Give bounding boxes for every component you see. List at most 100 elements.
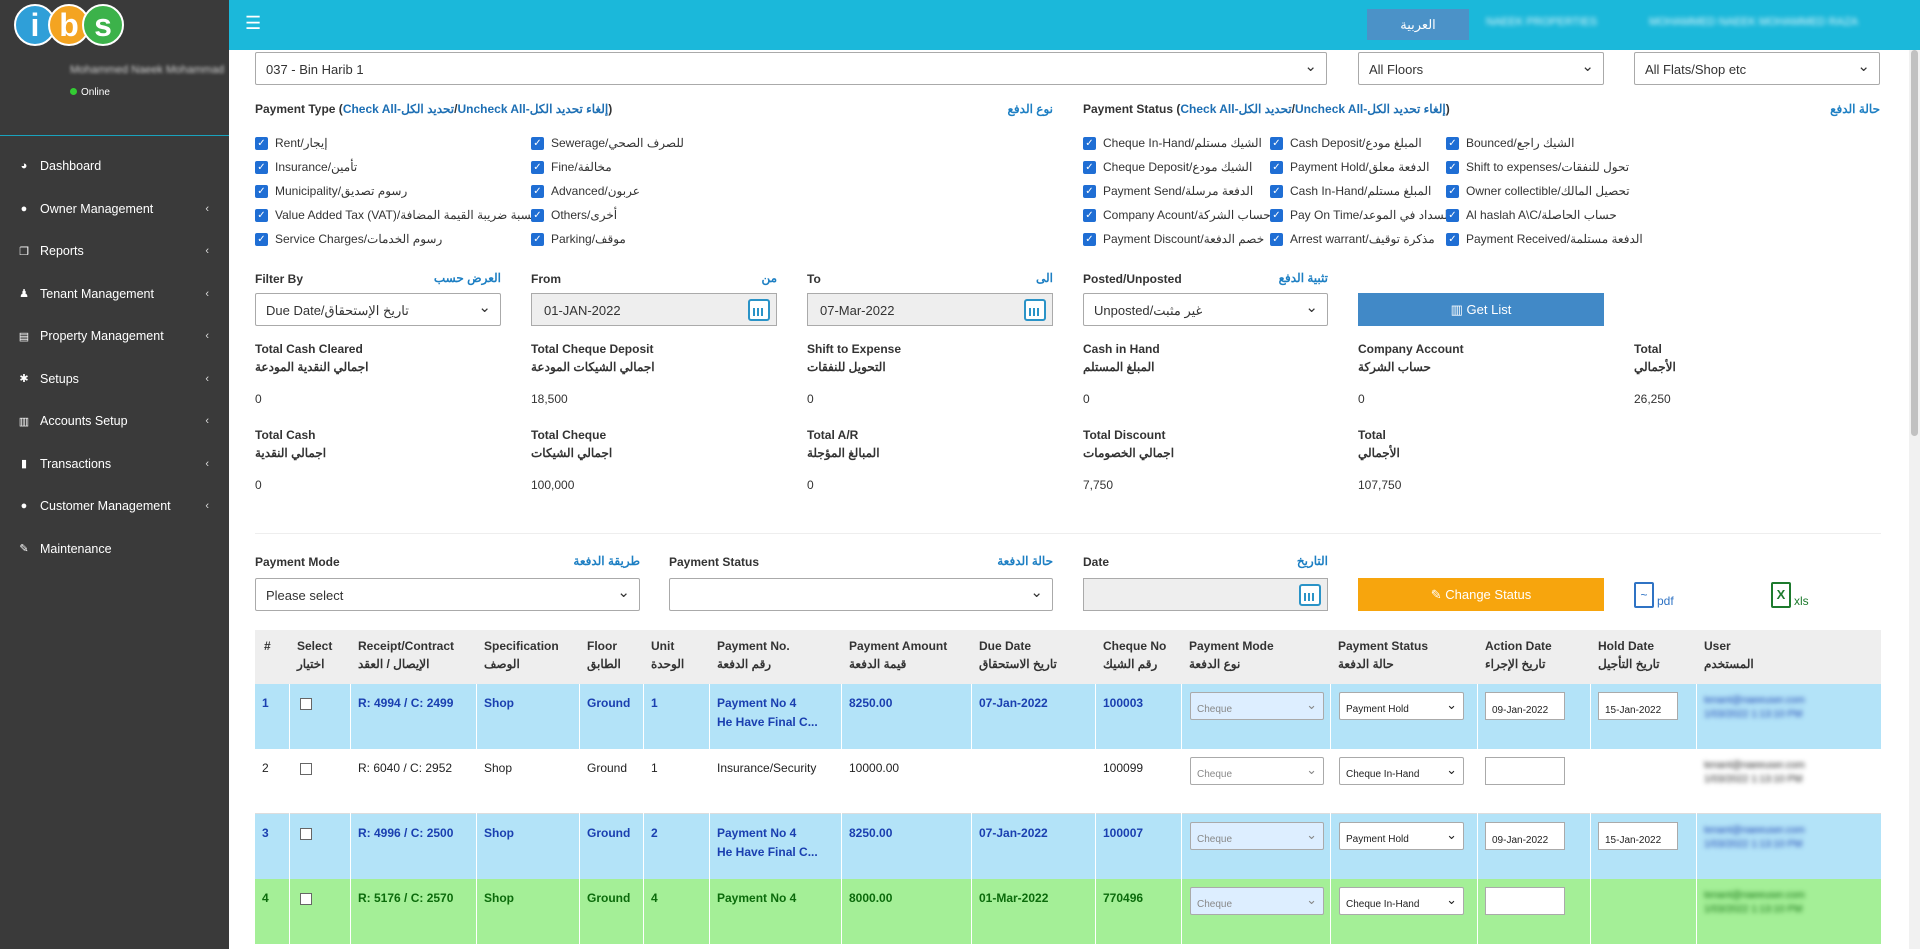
hold-date-input[interactable]: 15-Jan-2022	[1598, 692, 1678, 720]
sidebar-item-tenant-management[interactable]: ♟ Tenant Management ‹	[0, 273, 229, 316]
payment-type-checkbox[interactable]: Value Added Tax (VAT)/نسبة ضريبة القيمة …	[255, 208, 535, 222]
payment-status-checkbox[interactable]: Company Acount/حساب الشركة	[1083, 208, 1271, 222]
scrollbar[interactable]	[1909, 50, 1920, 949]
calendar-icon[interactable]	[748, 299, 770, 321]
change-status-button[interactable]: ✎ Change Status	[1358, 578, 1604, 611]
column-header-en: Specification	[484, 639, 559, 653]
top-user-company[interactable]: NAEEK PROPERTIES	[1486, 16, 1598, 28]
payment-status-label: Arrest warrant/مذكرة توقيف	[1290, 232, 1435, 246]
pdf-export-link[interactable]: ~ pdf	[1634, 578, 1674, 608]
sidebar-item-maintenance[interactable]: ✎ Maintenance	[0, 528, 229, 571]
from-date-input[interactable]: 01-JAN-2022	[531, 293, 777, 326]
calendar-icon[interactable]	[1299, 584, 1321, 606]
sidebar-item-accounts-setup[interactable]: ▥ Accounts Setup ‹	[0, 400, 229, 443]
bulk-payment-mode-select[interactable]: Please select	[255, 578, 640, 611]
payment-mode-select[interactable]: Cheque	[1190, 692, 1324, 720]
payment-status-checkbox[interactable]: Owner collectible/تحصيل المالك	[1446, 184, 1630, 198]
payment-type-checkbox[interactable]: Service Charges/رسوم الخدمات	[255, 232, 442, 246]
payment-status-checkbox[interactable]: Payment Received/الدفعة مستلمة	[1446, 232, 1643, 246]
row-select-checkbox[interactable]	[300, 893, 312, 905]
payment-type-checkbox[interactable]: Fine/مخالفة	[531, 160, 612, 174]
bulk-payment-status-select[interactable]	[669, 578, 1053, 611]
get-list-button[interactable]: ▥ Get List	[1358, 293, 1604, 326]
stat-block: Total الأجمالي	[1634, 340, 1676, 376]
spec-cell: Shop	[477, 879, 580, 944]
action-date-input[interactable]: 09-Jan-2022	[1485, 692, 1565, 720]
hold-date-input[interactable]: 15-Jan-2022	[1598, 822, 1678, 850]
sidebar-item-property-management[interactable]: ▤ Property Management ‹	[0, 315, 229, 358]
payment-type-heading: Payment Type (Check All-تحديد الكل/Unche…	[255, 102, 612, 116]
receipt-contract[interactable]: R: 5176 / C: 2570	[358, 891, 454, 905]
sidebar-item-reports[interactable]: ❐ Reports ‹	[0, 230, 229, 273]
language-button[interactable]: العربية	[1367, 9, 1469, 40]
sidebar-item-transactions[interactable]: ▮ Transactions ‹	[0, 443, 229, 486]
payment-status-checkbox[interactable]: Cheque Deposit/الشيك مودع	[1083, 160, 1252, 174]
sidebar-item-label: Owner Management	[40, 201, 154, 216]
row-select-checkbox[interactable]	[300, 763, 312, 775]
posted-select[interactable]: Unposted/غير مثبت	[1083, 293, 1328, 326]
receipt-contract[interactable]: R: 4996 / C: 2500	[358, 826, 454, 840]
payment-status-select[interactable]: Cheque In-Hand	[1339, 887, 1464, 915]
sidebar-item-dashboard[interactable]: ◕ Dashboard	[0, 145, 229, 188]
payment-mode-select[interactable]: Cheque	[1190, 757, 1324, 785]
payment-type-checkbox[interactable]: Advanced/عربون	[531, 184, 640, 198]
payment-mode-select[interactable]: Cheque	[1190, 887, 1324, 915]
payment-status-checkbox[interactable]: Pay On Time/السداد في الموعد	[1270, 208, 1451, 222]
payment-status-select[interactable]: Payment Hold	[1339, 692, 1464, 720]
ibs-logo[interactable]: i b s	[14, 2, 130, 48]
payment-status-uncheck-all[interactable]: Uncheck All-إلغاء تحديد الكل	[1295, 102, 1446, 116]
checkbox-checked-icon	[1446, 184, 1459, 198]
stat-block: Total الأجمالي	[1358, 426, 1400, 462]
payment-type-checkbox[interactable]: Others/أخرى	[531, 208, 617, 222]
payment-status-checkbox[interactable]: Cash Deposit/المبلغ مودع	[1270, 136, 1422, 150]
floors-select[interactable]: All Floors	[1358, 52, 1604, 85]
payment-status-select[interactable]: Cheque In-Hand	[1339, 757, 1464, 785]
action-date-input[interactable]: 09-Jan-2022	[1485, 822, 1565, 850]
receipt-contract[interactable]: R: 4994 / C: 2499	[358, 696, 454, 710]
payment-status-ar-title: حالة الدفع	[1830, 102, 1880, 116]
sidebar-item-owner-management[interactable]: ● Owner Management ‹	[0, 188, 229, 231]
action-date-input[interactable]	[1485, 757, 1565, 785]
payment-status-select[interactable]: Payment Hold	[1339, 822, 1464, 850]
payment-type-uncheck-all[interactable]: Uncheck All-إلغاء تحديد الكل	[457, 102, 609, 116]
top-user-name[interactable]: MOHAMMED NAEEK MOHAMMED RAZA	[1649, 16, 1859, 28]
payment-status-checkbox[interactable]: Cash In-Hand/المبلغ مستلم	[1270, 184, 1431, 198]
sidebar-item-customer-management[interactable]: ● Customer Management ‹	[0, 485, 229, 528]
payment-status-checkbox[interactable]: Payment Discount/خصم الدفعة	[1083, 232, 1264, 246]
payment-status-checkbox[interactable]: Payment Hold/الدفعة معلق	[1270, 160, 1429, 174]
action-date-input[interactable]	[1485, 887, 1565, 915]
payment-status-checkbox[interactable]: Bounced/الشيك راجع	[1446, 136, 1574, 150]
payment-status-checkbox[interactable]: Shift to expenses/تحول للنفقات	[1446, 160, 1629, 174]
bulk-date-input[interactable]	[1083, 578, 1328, 611]
payment-type-checkbox[interactable]: Rent/إيجار	[255, 136, 328, 150]
payment-type-checkbox[interactable]: Municipality/رسوم تصديق	[255, 184, 407, 198]
receipt-contract[interactable]: R: 6040 / C: 2952	[358, 761, 453, 775]
calendar-icon[interactable]	[1024, 299, 1046, 321]
payment-mode-select[interactable]: Cheque	[1190, 822, 1324, 850]
divider	[0, 135, 229, 136]
payment-status-check-all[interactable]: Check All-تحديد الكل	[1180, 102, 1292, 116]
row-select-checkbox[interactable]	[300, 828, 312, 840]
chevron-left-icon: ‹	[205, 500, 209, 513]
payment-status-checkbox[interactable]: Cheque In-Hand/الشيك مستلم	[1083, 136, 1262, 150]
to-date-input[interactable]: 07-Mar-2022	[807, 293, 1053, 326]
filter-by-select[interactable]: Due Date/تاريخ الإستحقاق	[255, 293, 501, 326]
table-row: 1 R: 4994 / C: 2499 Shop Ground 1 Payment No …	[255, 684, 1881, 749]
payment-type-label: Others/أخرى	[551, 208, 618, 222]
user-timestamp: 1/03/2022 1:13:10 PM	[1704, 904, 1803, 915]
flats-select[interactable]: All Flats/Shop etc	[1634, 52, 1880, 85]
payment-type-checkbox[interactable]: Parking/موقف	[531, 232, 626, 246]
sidebar-item-setups[interactable]: ✱ Setups ‹	[0, 358, 229, 401]
payment-type-check-all[interactable]: Check All-تحديد الكل	[342, 102, 455, 116]
sidebar-item-label: Property Management	[40, 329, 164, 344]
payment-type-checkbox[interactable]: Sewerage/للصرف الصحي	[531, 136, 684, 150]
payment-status-checkbox[interactable]: Payment Send/الدفعة مرسلة	[1083, 184, 1253, 198]
scrollbar-thumb[interactable]	[1911, 50, 1918, 436]
payment-status-checkbox[interactable]: Arrest warrant/مذكرة توقيف	[1270, 232, 1435, 246]
payment-type-checkbox[interactable]: Insurance/تأمين	[255, 160, 357, 174]
payment-status-checkbox[interactable]: Al haslah A\C/حساب الحاصلة	[1446, 208, 1617, 222]
hamburger-icon[interactable]: ☰	[245, 13, 262, 33]
row-select-checkbox[interactable]	[300, 698, 312, 710]
building-select[interactable]: 037 - Bin Harib 1	[255, 52, 1327, 85]
